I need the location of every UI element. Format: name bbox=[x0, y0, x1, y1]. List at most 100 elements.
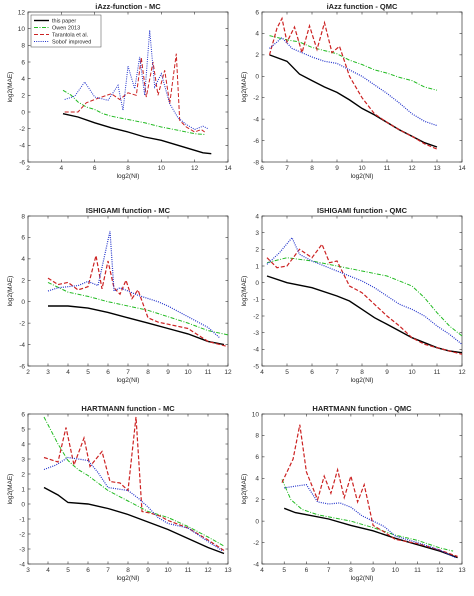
x-tick-label: 12 bbox=[191, 165, 199, 172]
y-tick-label: 6 bbox=[21, 411, 25, 418]
x-tick-label: 5 bbox=[66, 567, 70, 574]
y-tick-label: 12 bbox=[18, 9, 26, 16]
y-tick-label: 1 bbox=[21, 486, 25, 493]
chart-panel-6: HARTMANN function - QMC 4 5 6 7 8 9 10 11 12 13 -4 -… bbox=[241, 404, 466, 582]
y-axis-label: log2(MAE) bbox=[7, 72, 14, 103]
x-axis-label: log2(Nl) bbox=[351, 173, 374, 180]
y-tick-label: 2 bbox=[21, 278, 25, 285]
y-tick-label: 3 bbox=[255, 230, 259, 237]
x-tick-label: 14 bbox=[224, 165, 232, 172]
y-tick-label: 10 bbox=[18, 26, 26, 33]
x-axis-label: log2(Nl) bbox=[117, 173, 140, 180]
series-line-tarantola-et-al bbox=[43, 416, 225, 552]
x-tick-label: 12 bbox=[224, 369, 232, 376]
y-tick-label: -2 bbox=[253, 95, 259, 102]
x-tick-label: 7 bbox=[106, 567, 110, 574]
series-line-sobol-improved bbox=[43, 456, 223, 552]
y-tick-label: 0 bbox=[21, 299, 25, 306]
y-axis-label: log2(MAE) bbox=[7, 474, 14, 505]
y-tick-label: -1 bbox=[19, 516, 25, 523]
x-tick-label: 4 bbox=[60, 165, 64, 172]
y-tick-label: -2 bbox=[253, 313, 259, 320]
y-tick-label: -4 bbox=[253, 561, 259, 568]
chart-panel-5: HARTMANN function - MC3 4 5 6 7 8 9 10 11 12 13-4-… bbox=[7, 404, 232, 582]
plot-frame bbox=[261, 215, 463, 367]
y-tick-label: 2 bbox=[255, 52, 259, 59]
series-line-this-paper bbox=[266, 275, 462, 354]
x-axis-label: log2(Nl) bbox=[117, 575, 140, 582]
x-tick-label: 4 bbox=[46, 567, 50, 574]
x-tick-label: 8 bbox=[349, 567, 353, 574]
y-tick-label: 2 bbox=[255, 497, 259, 504]
y-tick-label: 0 bbox=[21, 501, 25, 508]
x-tick-label: 11 bbox=[434, 369, 441, 376]
x-tick-label: 12 bbox=[458, 369, 466, 376]
y-axis-label: log2(MAE) bbox=[7, 276, 14, 307]
y-tick-label: 4 bbox=[255, 31, 259, 38]
x-tick-label: 9 bbox=[146, 567, 150, 574]
chart-title: HARTMANN function - MC bbox=[81, 404, 175, 413]
y-tick-label: 4 bbox=[21, 76, 25, 83]
x-tick-label: 4 bbox=[260, 567, 264, 574]
x-tick-label: 2 bbox=[26, 165, 30, 172]
y-tick-label: -6 bbox=[253, 138, 259, 145]
y-tick-label: 6 bbox=[21, 59, 25, 66]
x-tick-label: 12 bbox=[204, 567, 212, 574]
x-axis-label: log2(Nl) bbox=[351, 377, 374, 384]
plot-frame bbox=[261, 11, 463, 163]
series-line-owen-2013 bbox=[43, 416, 225, 547]
y-tick-label: -3 bbox=[19, 546, 25, 553]
y-tick-label: 3 bbox=[21, 456, 25, 463]
series-line-owen-2013 bbox=[269, 35, 438, 91]
chart-title: ISHIGAMI function - QMC bbox=[317, 206, 408, 215]
x-tick-label: 12 bbox=[436, 567, 444, 574]
series-line-tarantola-et-al bbox=[266, 243, 462, 355]
y-axis-label: log2(MAE) bbox=[241, 72, 248, 103]
legend-entry: Owen 2013 bbox=[52, 26, 80, 32]
x-tick-label: 6 bbox=[260, 165, 264, 172]
chart-panel-3: ISHIGAMI function - MC 2 3 4 5 6 7 8 9 10 11 12 -6 -4… bbox=[7, 206, 232, 384]
x-tick-label: 9 bbox=[335, 165, 339, 172]
x-tick-label: 4 bbox=[66, 369, 70, 376]
x-tick-label: 5 bbox=[285, 369, 289, 376]
y-tick-label: 0 bbox=[21, 109, 25, 116]
y-tick-label: -8 bbox=[253, 159, 259, 166]
y-tick-label: -4 bbox=[19, 342, 25, 349]
chart-title: ISHIGAMI function - MC bbox=[86, 206, 171, 215]
x-tick-label: 8 bbox=[360, 369, 364, 376]
x-tick-label: 6 bbox=[106, 369, 110, 376]
y-tick-label: -4 bbox=[19, 143, 25, 150]
y-axis-label: log2(MAE) bbox=[241, 474, 248, 505]
x-tick-label: 6 bbox=[310, 369, 314, 376]
chart-title: iAzz-function - MC bbox=[95, 2, 161, 11]
x-tick-label: 11 bbox=[185, 567, 192, 574]
y-tick-label: 2 bbox=[255, 247, 259, 254]
x-tick-label: 9 bbox=[385, 369, 389, 376]
x-tick-label: 8 bbox=[126, 567, 130, 574]
legend-entry: this paper bbox=[52, 19, 76, 25]
series-line-tarantola-et-al bbox=[268, 16, 438, 150]
x-tick-label: 11 bbox=[205, 369, 212, 376]
series-line-owen-2013 bbox=[47, 281, 228, 336]
x-axis-label: log2(Nl) bbox=[351, 575, 374, 582]
y-tick-label: 10 bbox=[252, 411, 260, 418]
series-line-owen-2013 bbox=[62, 89, 205, 135]
y-tick-label: 4 bbox=[255, 213, 259, 220]
x-tick-label: 11 bbox=[384, 165, 391, 172]
series-line-this-paper bbox=[48, 305, 225, 346]
y-tick-label: 6 bbox=[255, 454, 259, 461]
y-tick-label: 2 bbox=[21, 93, 25, 100]
y-tick-label: 8 bbox=[255, 433, 259, 440]
y-tick-label: -2 bbox=[19, 531, 25, 538]
x-tick-label: 13 bbox=[458, 567, 466, 574]
x-tick-label: 10 bbox=[184, 369, 192, 376]
series-line-sobol-improved bbox=[269, 36, 438, 127]
x-tick-label: 5 bbox=[86, 369, 90, 376]
plot-frame bbox=[27, 215, 229, 367]
series-line-this-paper bbox=[283, 507, 458, 559]
x-tick-label: 12 bbox=[408, 165, 416, 172]
x-tick-label: 6 bbox=[305, 567, 309, 574]
y-tick-label: 4 bbox=[255, 476, 259, 483]
